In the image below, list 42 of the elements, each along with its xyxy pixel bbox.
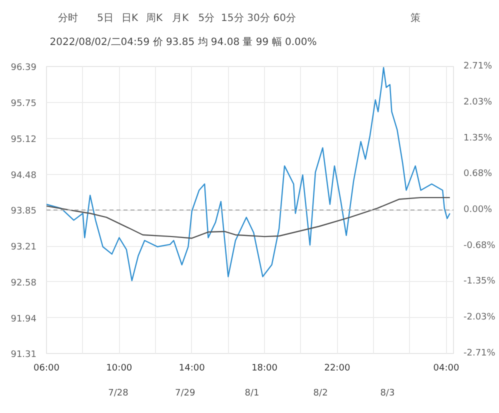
y2-tick-label: 2.03% <box>464 98 493 108</box>
x-tick-label: 06:00 <box>34 364 60 374</box>
y2-tick-label: 1.35% <box>464 134 493 144</box>
text: 8/1 <box>244 388 260 398</box>
y2-tick-label: 0.68% <box>464 168 493 179</box>
y2-tick-label: -2.03% <box>464 312 496 322</box>
text: 月K <box>172 13 190 24</box>
text: 8/2 <box>313 388 328 398</box>
y-tick-label: 95.75 <box>10 99 36 110</box>
text: 周K <box>146 13 164 24</box>
y2-tick-label: -0.68% <box>464 241 496 252</box>
y2-tick-label: 2.71% <box>464 62 493 72</box>
y-tick-label: 92.58 <box>10 278 37 288</box>
text: 7/29 <box>175 388 196 398</box>
line-series <box>46 67 450 282</box>
text: 60分 <box>273 12 296 24</box>
y2-tick-label: 0.00% <box>464 205 493 215</box>
text: 5日 <box>97 13 114 24</box>
y2-tick-label: -2.71% <box>464 348 496 358</box>
x-tick-label: 14:00 <box>178 364 206 374</box>
text: 5分 <box>198 12 215 24</box>
text: 策 <box>410 12 420 24</box>
y-tick-label: 96.39 <box>10 63 37 73</box>
text: 分时 <box>58 12 78 24</box>
text: 日K <box>122 13 139 24</box>
line-series <box>46 196 450 239</box>
chart-subtitle: 2022/08/02/二04:59 价 93.85 均 94.08 量 99 幅 0.00% <box>50 36 317 48</box>
y-tick-label: 91.31 <box>10 350 36 360</box>
y-tick-label: 93.21 <box>10 242 36 253</box>
x-tick-label: 22:00 <box>324 364 350 374</box>
y2-tick-label: -1.35% <box>464 276 496 286</box>
text: 7/28 <box>108 388 129 398</box>
text: 15分 <box>221 12 244 24</box>
x-tick-label: 10:00 <box>106 364 132 374</box>
x-tick-label: 18:00 <box>252 364 278 374</box>
y-tick-label: 91.94 <box>10 314 37 324</box>
y-tick-label: 94.48 <box>10 170 37 181</box>
y-tick-label: 93.85 <box>10 206 36 216</box>
text: 8/3 <box>380 388 395 398</box>
text: 30分 <box>247 12 270 24</box>
y-tick-label: 95.12 <box>10 134 36 145</box>
x-tick-label: 04:00 <box>433 364 460 374</box>
